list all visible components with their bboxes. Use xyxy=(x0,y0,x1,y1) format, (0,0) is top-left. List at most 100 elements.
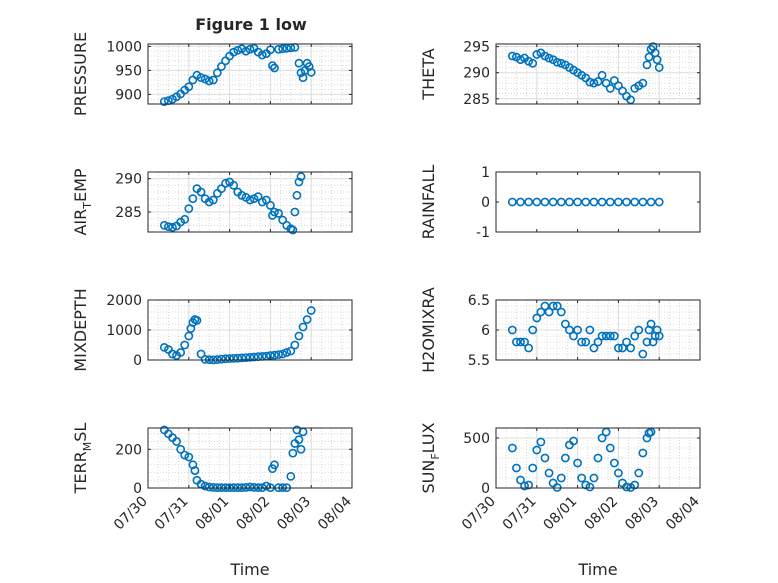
x-tick-label: 08/01 xyxy=(193,494,233,534)
data-point xyxy=(552,57,562,67)
data-point xyxy=(217,184,226,194)
data-point xyxy=(296,172,306,182)
data-point xyxy=(597,70,607,80)
data-point xyxy=(217,354,226,364)
data-point xyxy=(540,301,550,311)
data-point xyxy=(516,55,525,65)
data-point xyxy=(176,348,186,357)
x-axis-label: Time xyxy=(577,560,617,579)
data-point xyxy=(270,350,279,360)
data-point xyxy=(528,463,538,473)
x-tick-label: 08/03 xyxy=(274,494,314,534)
data-point xyxy=(544,307,554,317)
y-axis-label: MIXDEPTH xyxy=(71,288,90,371)
y-tick-label: 6 xyxy=(481,323,490,339)
data-point xyxy=(200,74,210,84)
data-point xyxy=(163,222,173,232)
data-point xyxy=(241,46,251,56)
data-point xyxy=(221,178,230,188)
x-tick-label: 08/04 xyxy=(663,493,703,533)
data-point xyxy=(593,453,603,463)
subplot-2: 285 290 295 THETA xyxy=(419,40,701,108)
x-tick-label: 07/30 xyxy=(459,494,499,534)
subplot-8: 0 500 SUNFLUX 07/30 07/31 08/01 08/02 08/03 08/0… xyxy=(419,422,703,579)
y-tick-label: 290 xyxy=(463,66,490,82)
data-point xyxy=(536,437,546,447)
data-point xyxy=(294,58,304,68)
data-point xyxy=(654,197,664,207)
data-point xyxy=(507,325,517,335)
y-tick-label: 1000 xyxy=(106,39,142,55)
data-point xyxy=(292,190,302,200)
data-point xyxy=(286,471,296,481)
data-point xyxy=(296,444,306,454)
data-point xyxy=(622,337,631,347)
data-point xyxy=(249,483,259,492)
y-tick-label: 6.5 xyxy=(468,293,490,309)
data-point xyxy=(642,433,652,443)
data-point xyxy=(278,349,288,359)
data-point xyxy=(282,348,292,357)
data-point xyxy=(512,337,521,347)
x-tick-label: 08/03 xyxy=(622,494,662,534)
data-point xyxy=(614,468,623,478)
data-point xyxy=(556,473,566,483)
data-point xyxy=(274,350,283,359)
data-point xyxy=(560,453,570,463)
subplot-4: -1 0 1 RAINFALL xyxy=(419,165,701,241)
y-tick-label: 200 xyxy=(115,442,142,458)
data-point xyxy=(622,197,631,207)
data-point xyxy=(507,197,517,207)
data-point xyxy=(581,197,591,207)
data-point xyxy=(560,319,570,329)
data-point xyxy=(589,473,599,483)
y-axis-label: RAINFALL xyxy=(419,165,438,240)
data-point xyxy=(614,343,623,353)
data-point xyxy=(294,331,304,341)
data-point xyxy=(159,220,169,230)
data-point xyxy=(638,78,648,88)
data-point xyxy=(638,197,648,207)
data-point xyxy=(589,343,599,353)
data-point xyxy=(180,214,190,224)
data-point xyxy=(190,466,200,475)
data-point xyxy=(200,481,210,491)
data-point xyxy=(556,58,566,68)
data-point xyxy=(172,437,181,446)
data-point xyxy=(208,75,218,85)
data-point xyxy=(532,445,542,455)
data-point xyxy=(204,76,214,86)
data-point xyxy=(556,197,566,207)
data-point xyxy=(288,225,298,235)
data-point xyxy=(548,301,558,311)
data-point xyxy=(278,215,288,225)
data-point xyxy=(520,337,529,347)
data-point xyxy=(270,63,279,73)
data-point xyxy=(268,61,277,70)
x-tick-label: 07/30 xyxy=(111,494,151,534)
y-tick-label: 2000 xyxy=(106,293,142,309)
data-point xyxy=(212,68,222,78)
subplot-7: 0 200 TERRMSL 07/30 07/31 08/01 08/02 08/03 08/0… xyxy=(71,423,355,579)
data-point xyxy=(573,458,582,468)
y-tick-label: 0 xyxy=(133,481,142,497)
data-point xyxy=(245,44,255,54)
data-point xyxy=(184,82,194,92)
data-point xyxy=(278,44,288,54)
data-point xyxy=(634,468,644,478)
data-point xyxy=(548,197,558,207)
y-tick-label: 950 xyxy=(115,63,142,79)
data-point xyxy=(524,480,534,490)
data-point xyxy=(597,197,607,207)
data-point xyxy=(176,444,186,454)
data-point xyxy=(294,435,304,445)
data-point xyxy=(589,197,599,207)
data-point xyxy=(241,353,251,362)
data-point xyxy=(524,343,534,353)
y-tick-label: 285 xyxy=(463,92,490,108)
data-point xyxy=(516,197,525,207)
y-axis-label: PRESSURE xyxy=(71,32,90,116)
data-point xyxy=(581,337,591,347)
data-point xyxy=(644,52,654,62)
data-point xyxy=(585,325,595,335)
